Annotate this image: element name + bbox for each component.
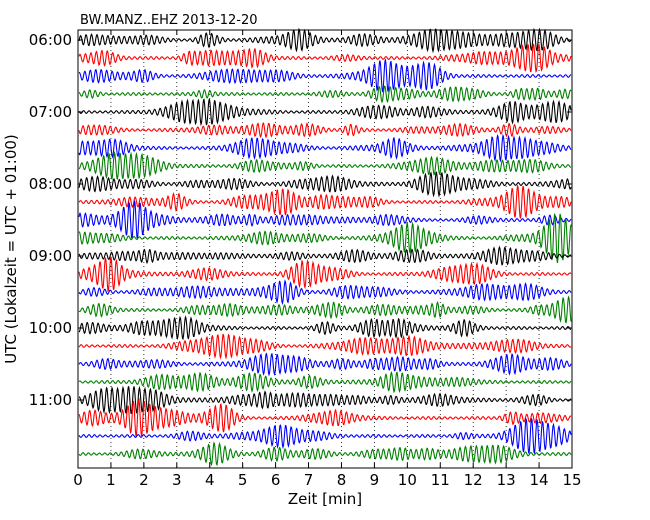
seismogram-trace	[78, 133, 572, 163]
seismogram-trace	[78, 58, 572, 93]
seismogram-trace	[78, 279, 572, 306]
seismogram-trace	[78, 85, 572, 104]
y-axis-ticks: 06:00 07:00 08:00 09:00 10:00 11:00	[29, 31, 572, 409]
y-tick-label: 06:00	[29, 31, 72, 49]
x-tick-label: 13	[497, 471, 516, 489]
x-tick-label: 0	[73, 471, 83, 489]
seismogram-trace	[78, 256, 572, 293]
traces	[78, 27, 572, 467]
chart-title: BW.MANZ..EHZ 2013-12-20	[80, 13, 258, 28]
seismogram-trace	[78, 42, 572, 73]
seismogram-trace	[78, 122, 572, 139]
y-tick-label: 09:00	[29, 247, 72, 265]
x-tick-label: 8	[337, 471, 347, 489]
seismogram-trace	[78, 333, 572, 360]
x-tick-label: 6	[271, 471, 281, 489]
seismogram-trace	[78, 200, 572, 241]
seismogram-trace	[78, 315, 572, 341]
seismogram-trace	[78, 184, 572, 219]
x-tick-label: 2	[139, 471, 149, 489]
x-tick-label: 12	[464, 471, 483, 489]
x-tick-label: 3	[172, 471, 182, 489]
seismogram-trace	[78, 371, 572, 394]
y-tick-label: 11:00	[29, 391, 72, 409]
y-axis-label: UTC (Lokalzeit = UTC + 01:00)	[2, 134, 20, 364]
seismogram-trace	[78, 385, 572, 415]
x-tick-label: 1	[106, 471, 116, 489]
x-tick-label: 14	[530, 471, 549, 489]
y-tick-label: 07:00	[29, 103, 72, 121]
x-tick-label: 5	[238, 471, 248, 489]
seismogram-trace	[78, 245, 572, 266]
seismogram-trace	[78, 98, 572, 127]
x-axis-label: Zeit [min]	[288, 490, 362, 508]
y-tick-label: 08:00	[29, 175, 72, 193]
x-tick-label: 15	[562, 471, 581, 489]
y-tick-label: 10:00	[29, 319, 72, 337]
seismogram-trace	[78, 213, 572, 264]
seismogram-trace	[78, 150, 572, 181]
seismogram-trace	[78, 352, 572, 377]
seismogram-trace	[78, 397, 572, 437]
x-tick-label: 4	[205, 471, 215, 489]
seismogram-trace	[78, 295, 572, 324]
plot-frame	[77, 29, 573, 469]
seismogram-trace	[78, 27, 572, 54]
x-tick-label: 10	[398, 471, 417, 489]
seismogram-trace	[78, 441, 572, 467]
seismogram-trace	[78, 417, 572, 455]
x-tick-label: 7	[304, 471, 314, 489]
x-tick-label: 9	[370, 471, 380, 489]
x-axis-ticks: 0 1 2 3 4 5 6 7 8 9 10 11 12 13 14 15	[73, 30, 582, 489]
x-tick-label: 11	[431, 471, 450, 489]
seismogram-trace	[78, 171, 572, 198]
